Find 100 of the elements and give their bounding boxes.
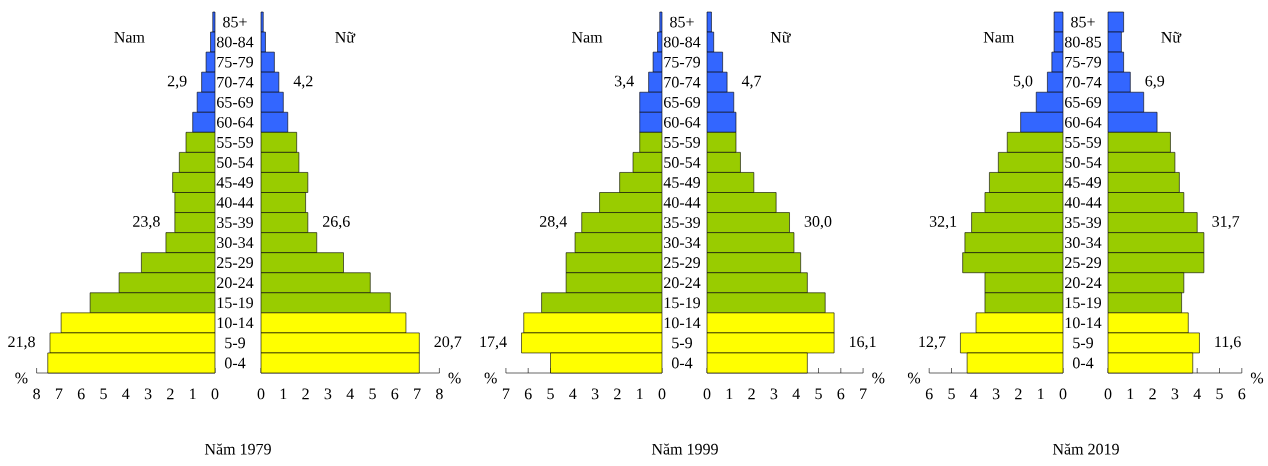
x-tick-label: 6 [837,388,845,400]
annotation: 32,1 [929,216,957,230]
x-axis-title: % [15,372,28,384]
text: Nữ [1161,31,1182,43]
y-tick-label: 0-4 [1072,357,1094,369]
x-tick-label: 5 [547,388,554,400]
x-tick-label: 6 [524,388,532,400]
annotation: 4,2 [293,75,313,89]
y-tick-label: 75-79 [217,56,253,68]
y-tick-label: 20-24 [664,277,701,289]
annotation: 11,6 [1215,336,1241,350]
x-tick-label: 2 [302,388,309,400]
y-tick-label: 30-34 [1065,237,1102,249]
x-tick-label: 1 [726,388,733,400]
annotation: 6,9 [1145,75,1165,89]
x-tick-label: 6 [391,388,399,400]
y-tick-label: 10-14 [217,317,254,329]
x-tick-label: 2 [748,388,755,400]
x-tick-label: 5 [948,388,955,400]
text: Nữ [335,31,356,43]
y-tick-label: 20-24 [1065,277,1102,289]
x-tick-label: 0 [1104,388,1112,400]
annotation: 23,8 [133,216,160,230]
x-tick-label: 4 [1193,388,1201,400]
y-tick-label: 55-59 [217,137,253,148]
x-axis-title: % [448,372,461,384]
y-tick-label: 75-79 [1065,56,1102,68]
y-tick-label: 25-29 [217,257,253,269]
x-tick-label: 4 [122,388,130,400]
y-tick-label: 50-54 [217,157,254,168]
x-tick-label: 6 [77,388,85,400]
text: 21,8 [8,336,35,350]
y-tick-label: 70-74 [1065,76,1102,88]
y-tick-label: 70-74 [217,76,254,88]
x-tick-label: 4 [346,388,354,400]
y-tick-label: 15-19 [217,297,253,309]
annotation: 30,0 [804,216,832,230]
text: Năm 2019 [1052,443,1119,455]
y-tick-label: 35-39 [664,217,701,228]
y-tick-label: 75-79 [664,56,701,68]
x-tick-label: 7 [502,388,510,400]
x-tick-label: 2 [1015,388,1022,400]
y-tick-label: 40-44 [1064,197,1102,208]
y-tick-label: 85+ [670,16,694,28]
x-tick-label: 7 [860,388,867,400]
x-tick-label: 5 [815,388,822,400]
y-tick-label: 0-4 [224,357,246,369]
y-tick-label: 70-74 [664,76,701,88]
x-axis-title: % [484,372,497,384]
y-tick-label: 50-54 [1065,157,1102,168]
x-tick-label: 3 [770,388,778,400]
y-tick-label: 85+ [1071,16,1095,28]
x-axis-title: % [907,372,921,384]
x-tick-label: 7 [414,388,421,400]
x-tick-label: 1 [1038,388,1044,400]
x-axis-title: % [1250,372,1264,384]
y-tick-label: 10-14 [1065,317,1102,329]
y-tick-label: 30-34 [664,237,701,249]
x-tick-label: 0 [658,388,666,400]
x-tick-label: 0 [211,388,219,400]
annotation: 3,4 [614,75,634,89]
annotation: 26,6 [322,216,350,230]
x-tick-label: 1 [190,388,196,400]
y-tick-label: 55-59 [664,137,701,148]
y-tick-label: 80-84 [216,36,254,48]
y-tick-label: 20-24 [217,277,254,289]
y-tick-label: 60-64 [217,116,254,128]
x-tick-label: 8 [436,388,443,400]
x-tick-label: 6 [1238,388,1246,400]
annotation: 17,4 [480,336,507,350]
y-tick-label: 5-9 [1073,337,1094,349]
annotation: 2,9 [167,75,187,89]
annotation: 5,0 [1013,75,1033,89]
y-tick-label: 15-19 [1065,297,1102,309]
x-tick-label: 3 [1171,388,1179,400]
y-tick-label: 45-49 [663,177,701,188]
x-tick-label: 4 [970,388,978,400]
y-tick-label: 50-54 [664,157,701,168]
x-tick-label: 8 [33,388,40,400]
y-tick-label: 25-29 [664,257,701,269]
x-tick-label: 1 [1127,388,1134,400]
x-tick-label: 1 [280,388,287,400]
x-tick-label: 5 [1216,388,1223,400]
x-tick-label: 3 [324,388,332,400]
y-tick-label: 55-59 [1065,137,1102,148]
x-tick-label: 2 [614,388,621,400]
text: Nữ [770,31,791,43]
annotation: 4,7 [741,75,762,89]
y-tick-label: 30-34 [217,237,254,249]
x-tick-label: 2 [167,388,174,400]
annotation: 31,7 [1212,216,1240,230]
y-tick-label: 5-9 [672,337,693,349]
y-tick-label: 65-69 [664,96,701,108]
x-tick-label: 1 [637,388,643,400]
x-axis-title: % [872,372,885,384]
y-tick-label: 65-69 [217,96,253,108]
text: Nam [114,31,145,43]
x-tick-label: 4 [569,388,577,400]
y-tick-label: 5-9 [225,337,245,349]
x-tick-label: 5 [100,388,107,400]
